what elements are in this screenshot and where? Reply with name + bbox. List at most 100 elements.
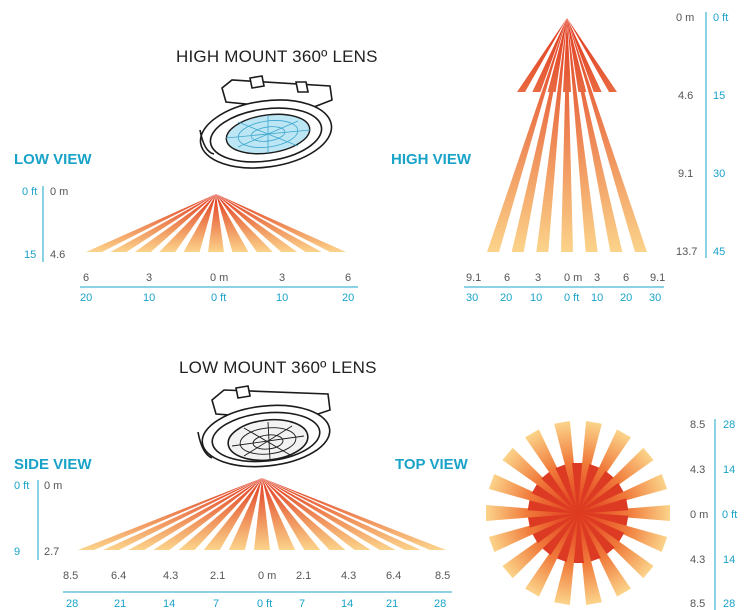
high-view-horiz-ft: 20 <box>500 292 513 304</box>
high-view-vert-m: 13.7 <box>676 246 698 258</box>
side-view-vert-ft: 0 ft <box>14 480 30 492</box>
top-view-beam <box>577 512 654 579</box>
low-view-horiz-m: 3 <box>146 272 153 284</box>
side-view-beam <box>262 478 371 550</box>
high-mount-title: HIGH MOUNT 360º LENS <box>176 47 378 66</box>
side-view-horiz-m: 2.1 <box>296 570 312 582</box>
side-view-beam <box>128 478 262 550</box>
side-view-horiz-ft: 14 <box>163 598 176 610</box>
low-view-beam <box>134 194 216 252</box>
high-view-horiz-m: 0 m <box>564 272 583 284</box>
side-view-beam <box>78 478 262 550</box>
low-view-horiz-m: 0 m <box>210 272 229 284</box>
high-view-vert-ft: 15 <box>713 90 726 102</box>
top-view-beam <box>577 474 668 514</box>
high-mount-sensor-icon <box>199 75 333 169</box>
high-view-vert-ft: 0 ft <box>713 12 729 24</box>
low-view-coverage-beams <box>86 194 346 252</box>
high-view-horiz-m: 9.1 <box>650 272 666 284</box>
top-view-beam <box>486 505 578 521</box>
side-view-beam <box>262 478 321 550</box>
low-view-beam <box>110 194 216 252</box>
axis-lines <box>37 12 716 610</box>
low-view-beam <box>216 194 346 252</box>
top-view-beam <box>572 463 584 513</box>
side-view-beam <box>254 478 270 550</box>
side-view-beam <box>262 478 346 550</box>
side-view-beam <box>203 478 262 550</box>
high-view-vert-ft: 30 <box>713 168 726 180</box>
high-view-vert-m: 9.1 <box>678 168 694 180</box>
top-view-beam <box>525 512 579 597</box>
side-view-horiz-ft: 28 <box>434 598 447 610</box>
low-view-vert-m-1: 4.6 <box>50 249 66 261</box>
side-view-beam <box>262 478 396 550</box>
low-view-horiz-ft: 20 <box>80 292 93 304</box>
low-view-beam <box>86 194 216 252</box>
top-view-beam <box>577 429 631 514</box>
side-view-beam <box>228 478 262 550</box>
side-view-horiz-ft: 21 <box>386 598 399 610</box>
side-view-heading: SIDE VIEW <box>14 456 92 473</box>
top-view-beam <box>502 512 579 579</box>
high-view-beam <box>487 18 567 252</box>
side-view-vert-m: 2.7 <box>44 546 60 558</box>
low-view-horiz-ft: 10 <box>143 292 156 304</box>
side-view-vert-m: 0 m <box>44 480 63 492</box>
high-view-horiz-ft: 0 ft <box>564 292 580 304</box>
high-view-horiz-m: 3 <box>535 272 542 284</box>
low-view-horiz-m: 6 <box>83 272 90 284</box>
top-view-beam <box>541 470 579 514</box>
low-view-horiz-ft: 20 <box>342 292 355 304</box>
high-view-coverage-beams <box>487 18 647 252</box>
top-view-beam <box>577 512 631 597</box>
top-view-beam <box>488 512 579 552</box>
side-view-vert-ft: 9 <box>14 546 21 558</box>
top-view-beam <box>577 512 602 605</box>
side-view-horiz-m: 2.1 <box>210 570 226 582</box>
top-view-beam <box>577 482 625 514</box>
low-view-vert-ft-1: 15 <box>24 249 37 261</box>
top-view-heading: TOP VIEW <box>395 456 468 473</box>
top-view-beam <box>572 513 584 563</box>
low-view-beam <box>216 194 322 252</box>
side-view-horiz-ft: 14 <box>341 598 354 610</box>
top-view-vert-m: 4.3 <box>690 554 706 566</box>
high-view-horiz-ft: 10 <box>591 292 604 304</box>
top-view-vert-ft: 14 <box>723 554 736 566</box>
top-view-vert-m: 4.3 <box>690 464 706 476</box>
low-view-vert-m-0: 0 m <box>50 186 69 198</box>
top-view-beam <box>541 512 579 556</box>
side-view-horiz-ft: 7 <box>213 598 220 610</box>
top-view-beam <box>502 447 579 514</box>
low-view-beam <box>216 194 298 252</box>
high-view-beam <box>532 18 567 92</box>
top-view-beam <box>577 512 625 544</box>
top-view-vert-ft: 14 <box>723 464 736 476</box>
high-view-beam <box>561 18 573 252</box>
side-view-beam <box>103 478 263 550</box>
high-view-heading: HIGH VIEW <box>391 151 472 168</box>
high-view-horiz-m: 9.1 <box>466 272 482 284</box>
top-view-beam <box>578 505 670 521</box>
side-view-beam <box>262 478 446 550</box>
side-view-beam <box>153 478 262 550</box>
top-view-vert-ft: 0 ft <box>722 509 738 521</box>
side-view-horiz-ft: 7 <box>299 598 306 610</box>
low-view-horiz-m: 3 <box>279 272 286 284</box>
low-view-horiz-ft: 10 <box>276 292 289 304</box>
top-view-beam <box>577 447 654 514</box>
top-view-beam <box>577 470 615 514</box>
high-view-beam <box>517 18 567 92</box>
top-view-vert-m: 8.5 <box>690 598 706 610</box>
side-view-horiz-m: 8.5 <box>63 570 79 582</box>
low-view-horiz-m: 6 <box>345 272 352 284</box>
top-view-beam <box>525 429 579 514</box>
side-view-horiz-m: 6.4 <box>386 570 402 582</box>
high-view-beam <box>567 18 617 92</box>
side-view-coverage-beams <box>78 478 446 550</box>
side-view-horiz-m: 6.4 <box>111 570 127 582</box>
low-view-beam <box>216 194 273 252</box>
low-view-beam <box>159 194 216 252</box>
